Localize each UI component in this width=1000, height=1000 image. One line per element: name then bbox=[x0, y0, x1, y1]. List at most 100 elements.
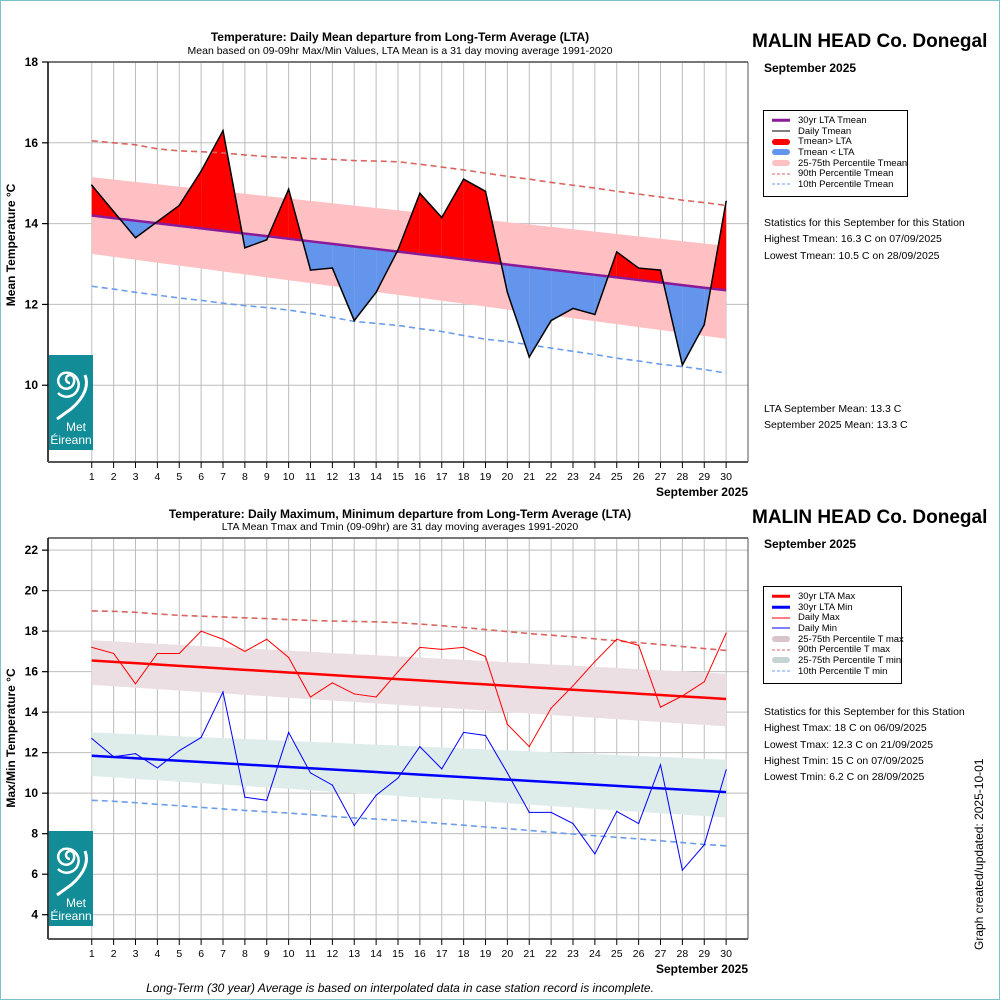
met-eireann-logo-bottom: Met Éireann bbox=[49, 831, 93, 926]
daily-max-line bbox=[91, 630, 727, 748]
daily-min-point bbox=[397, 777, 399, 779]
logo-line1: Met bbox=[66, 420, 87, 434]
daily-min-point bbox=[244, 796, 246, 798]
legend-item: Daily Tmean bbox=[770, 126, 901, 137]
x-tick-label: 3 bbox=[133, 948, 139, 960]
x-tick-label: 10 bbox=[283, 948, 295, 960]
daily-tmean-point bbox=[287, 188, 290, 191]
x-tick-label: 18 bbox=[458, 948, 470, 960]
above-lta-fill bbox=[179, 171, 202, 229]
daily-tmean-point bbox=[178, 204, 181, 207]
september-2025-mean: September 2025 Mean: 13.3 C bbox=[764, 419, 908, 432]
daily-tmean-point bbox=[134, 236, 137, 239]
x-tick-label: 1 bbox=[89, 948, 95, 960]
legend-item: 10th Percentile Tmean bbox=[770, 179, 901, 190]
legend-swatch bbox=[770, 137, 792, 147]
x-tick-label: 28 bbox=[677, 471, 689, 483]
lta-tmean-line bbox=[91, 214, 727, 292]
daily-tmean-point bbox=[484, 190, 487, 193]
legend-label: 25-75th Percentile T max bbox=[798, 633, 904, 645]
daily-max-point bbox=[419, 646, 421, 648]
percentile-10-line bbox=[91, 285, 727, 374]
x-tick-label: 21 bbox=[523, 471, 535, 483]
daily-max-point bbox=[528, 746, 530, 748]
x-tick-label: 1 bbox=[89, 471, 95, 483]
x-tick-label: 5 bbox=[176, 948, 182, 960]
daily-min-point bbox=[156, 767, 158, 769]
legend-item: 90th Percentile T max bbox=[770, 644, 895, 655]
x-tick-label: 25 bbox=[611, 471, 623, 483]
legend-item: 30yr LTA Tmean bbox=[770, 115, 901, 126]
daily-max-point bbox=[681, 695, 683, 697]
percentile-90-line bbox=[91, 139, 727, 207]
legend-label: 25-75th Percentile T min bbox=[798, 654, 902, 666]
y-tick-label: 16 bbox=[25, 136, 39, 150]
y-tick-label: 18 bbox=[25, 624, 39, 638]
daily-min-point bbox=[288, 731, 290, 734]
legend-item: Daily Min bbox=[770, 623, 895, 634]
daily-max-point bbox=[266, 638, 268, 640]
legend-label: Tmean> LTA bbox=[798, 136, 852, 148]
x-tick-label: 16 bbox=[414, 948, 426, 960]
x-tick-label: 17 bbox=[436, 471, 448, 483]
legend-swatch bbox=[770, 655, 792, 665]
station-name-top: MALIN HEAD Co. Donegal bbox=[752, 31, 988, 52]
legend-top: 30yr LTA Tmean Daily Tmean Tmean> LTA Tmean… bbox=[763, 110, 908, 197]
daily-min-point bbox=[353, 824, 355, 827]
daily-min-point bbox=[572, 822, 574, 825]
legend-label: Tmean < LTA bbox=[798, 146, 855, 158]
x-tick-label: 12 bbox=[327, 948, 339, 960]
daily-min-point bbox=[91, 737, 93, 740]
x-tick-label: 14 bbox=[370, 471, 382, 483]
daily-min-point bbox=[638, 822, 640, 825]
x-tick-label: 19 bbox=[480, 948, 492, 960]
legend-item: Daily Max bbox=[770, 612, 895, 623]
legend-bottom: 30yr LTA Max 30yr LTA Min Daily Max Daily M… bbox=[763, 586, 904, 684]
legend-item: 90th Percentile Tmean bbox=[770, 168, 901, 179]
daily-tmean-point bbox=[572, 307, 574, 310]
daily-max-point bbox=[200, 630, 202, 632]
daily-tmean-point bbox=[462, 178, 465, 180]
daily-tmean-point bbox=[637, 267, 640, 269]
legend-swatch bbox=[770, 591, 792, 601]
x-tick-label: 26 bbox=[633, 471, 645, 483]
daily-max-point bbox=[397, 671, 399, 673]
legend-swatch bbox=[770, 147, 792, 157]
daily-max-point bbox=[113, 652, 115, 655]
chart-bottom-title: Temperature: Daily Maximum, Minimum depa… bbox=[169, 507, 631, 521]
daily-max-point bbox=[331, 682, 333, 684]
daily-max-point bbox=[178, 652, 180, 655]
tmax-percentile-90-line bbox=[91, 610, 727, 652]
tmax-percentile-25-75-band bbox=[91, 640, 727, 727]
logo-line1: Met bbox=[66, 896, 87, 910]
legend-swatch bbox=[770, 179, 792, 189]
daily-min-point bbox=[463, 731, 465, 734]
x-tick-label: 23 bbox=[567, 471, 579, 483]
legend-item: 25-75th Percentile Tmean bbox=[770, 158, 907, 169]
x-tick-label: 9 bbox=[264, 948, 270, 960]
chart-top-title: Temperature: Daily Mean departure from L… bbox=[211, 30, 589, 44]
chart-bottom-xlabel: September 2025 bbox=[656, 962, 748, 976]
x-tick-label: 21 bbox=[523, 948, 535, 960]
below-lta-fill bbox=[529, 267, 552, 357]
above-lta-fill bbox=[91, 185, 114, 219]
legend-item: 25-75th Percentile T max bbox=[770, 634, 904, 645]
daily-min-point bbox=[703, 844, 705, 846]
below-lta-fill bbox=[244, 233, 267, 248]
means-top: LTA September Mean: 13.3 C September 202… bbox=[764, 401, 908, 434]
legend-swatch bbox=[770, 645, 792, 655]
daily-max-point bbox=[572, 685, 574, 687]
daily-max-point bbox=[638, 644, 640, 646]
y-tick-label: 14 bbox=[25, 705, 39, 719]
x-tick-label: 6 bbox=[198, 948, 204, 960]
chart-top-lines bbox=[90, 128, 727, 374]
daily-max-point bbox=[309, 696, 312, 698]
above-lta-fill bbox=[419, 193, 442, 257]
chart-mean-temperature: Temperature: Daily Mean departure from L… bbox=[4, 30, 749, 499]
legend-label: 30yr LTA Min bbox=[798, 601, 853, 613]
stats-bottom: Statistics for this September for this S… bbox=[764, 704, 965, 785]
daily-tmean-point bbox=[222, 129, 224, 132]
daily-tmean-point bbox=[112, 210, 115, 213]
daily-tmean-point bbox=[309, 269, 312, 271]
